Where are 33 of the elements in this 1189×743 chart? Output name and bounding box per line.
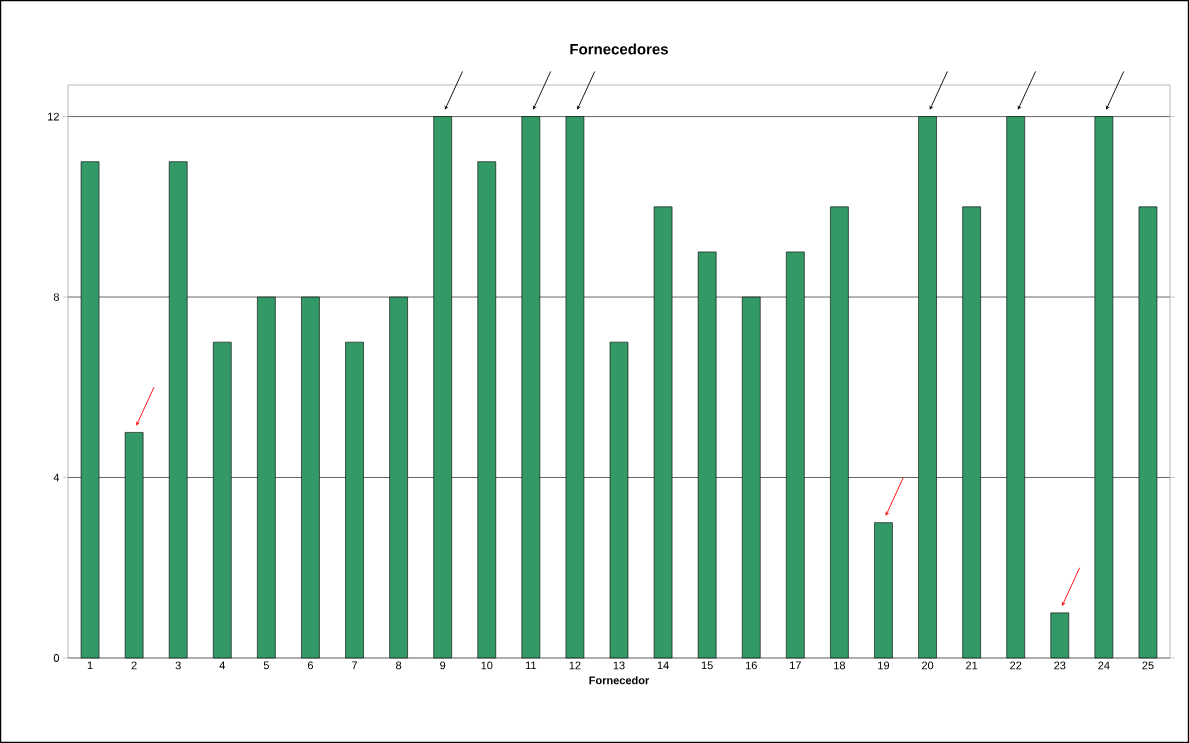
x-tick-label: 12 (569, 661, 581, 670)
x-tick-label: 24 (1098, 661, 1110, 670)
x-tick-label: 25 (1142, 661, 1154, 670)
x-tick-label: 6 (307, 661, 314, 670)
x-tick-label: 11 (525, 661, 537, 670)
x-tick-label: 3 (175, 661, 181, 670)
x-tick-label: 14 (657, 661, 669, 670)
chart-title: Fornecedores (570, 43, 668, 55)
x-tick-label: 8 (396, 661, 402, 670)
x-tick-label: 5 (263, 661, 269, 670)
x-tick-label: 15 (701, 661, 713, 670)
x-tick-label: 20 (921, 661, 934, 670)
x-tick-label: 2 (131, 661, 137, 670)
x-tick-label: 10 (481, 661, 493, 670)
y-tick-label: 12 (48, 112, 59, 121)
x-tick-label: 22 (1010, 661, 1022, 670)
x-tick-label: 17 (790, 661, 801, 670)
x-tick-label: 9 (440, 661, 446, 670)
x-tick-label: 23 (1054, 661, 1066, 670)
x-tick-label: 4 (219, 661, 226, 670)
x-tick-label: 1 (87, 661, 93, 670)
y-tick-label: 4 (53, 473, 60, 482)
bar (874, 522, 893, 659)
x-axis-title: Fornecedor (589, 676, 650, 685)
y-tick-label: 8 (53, 293, 59, 301)
x-tick-label: 19 (878, 661, 890, 670)
x-tick-label: 13 (613, 661, 625, 670)
x-tick-label: 7 (352, 661, 358, 670)
y-tick-label: 0 (53, 654, 60, 662)
x-tick-label: 21 (966, 661, 978, 670)
bar (1050, 612, 1070, 659)
x-tick-label: 16 (745, 661, 757, 670)
x-tick-label: 18 (834, 661, 846, 670)
